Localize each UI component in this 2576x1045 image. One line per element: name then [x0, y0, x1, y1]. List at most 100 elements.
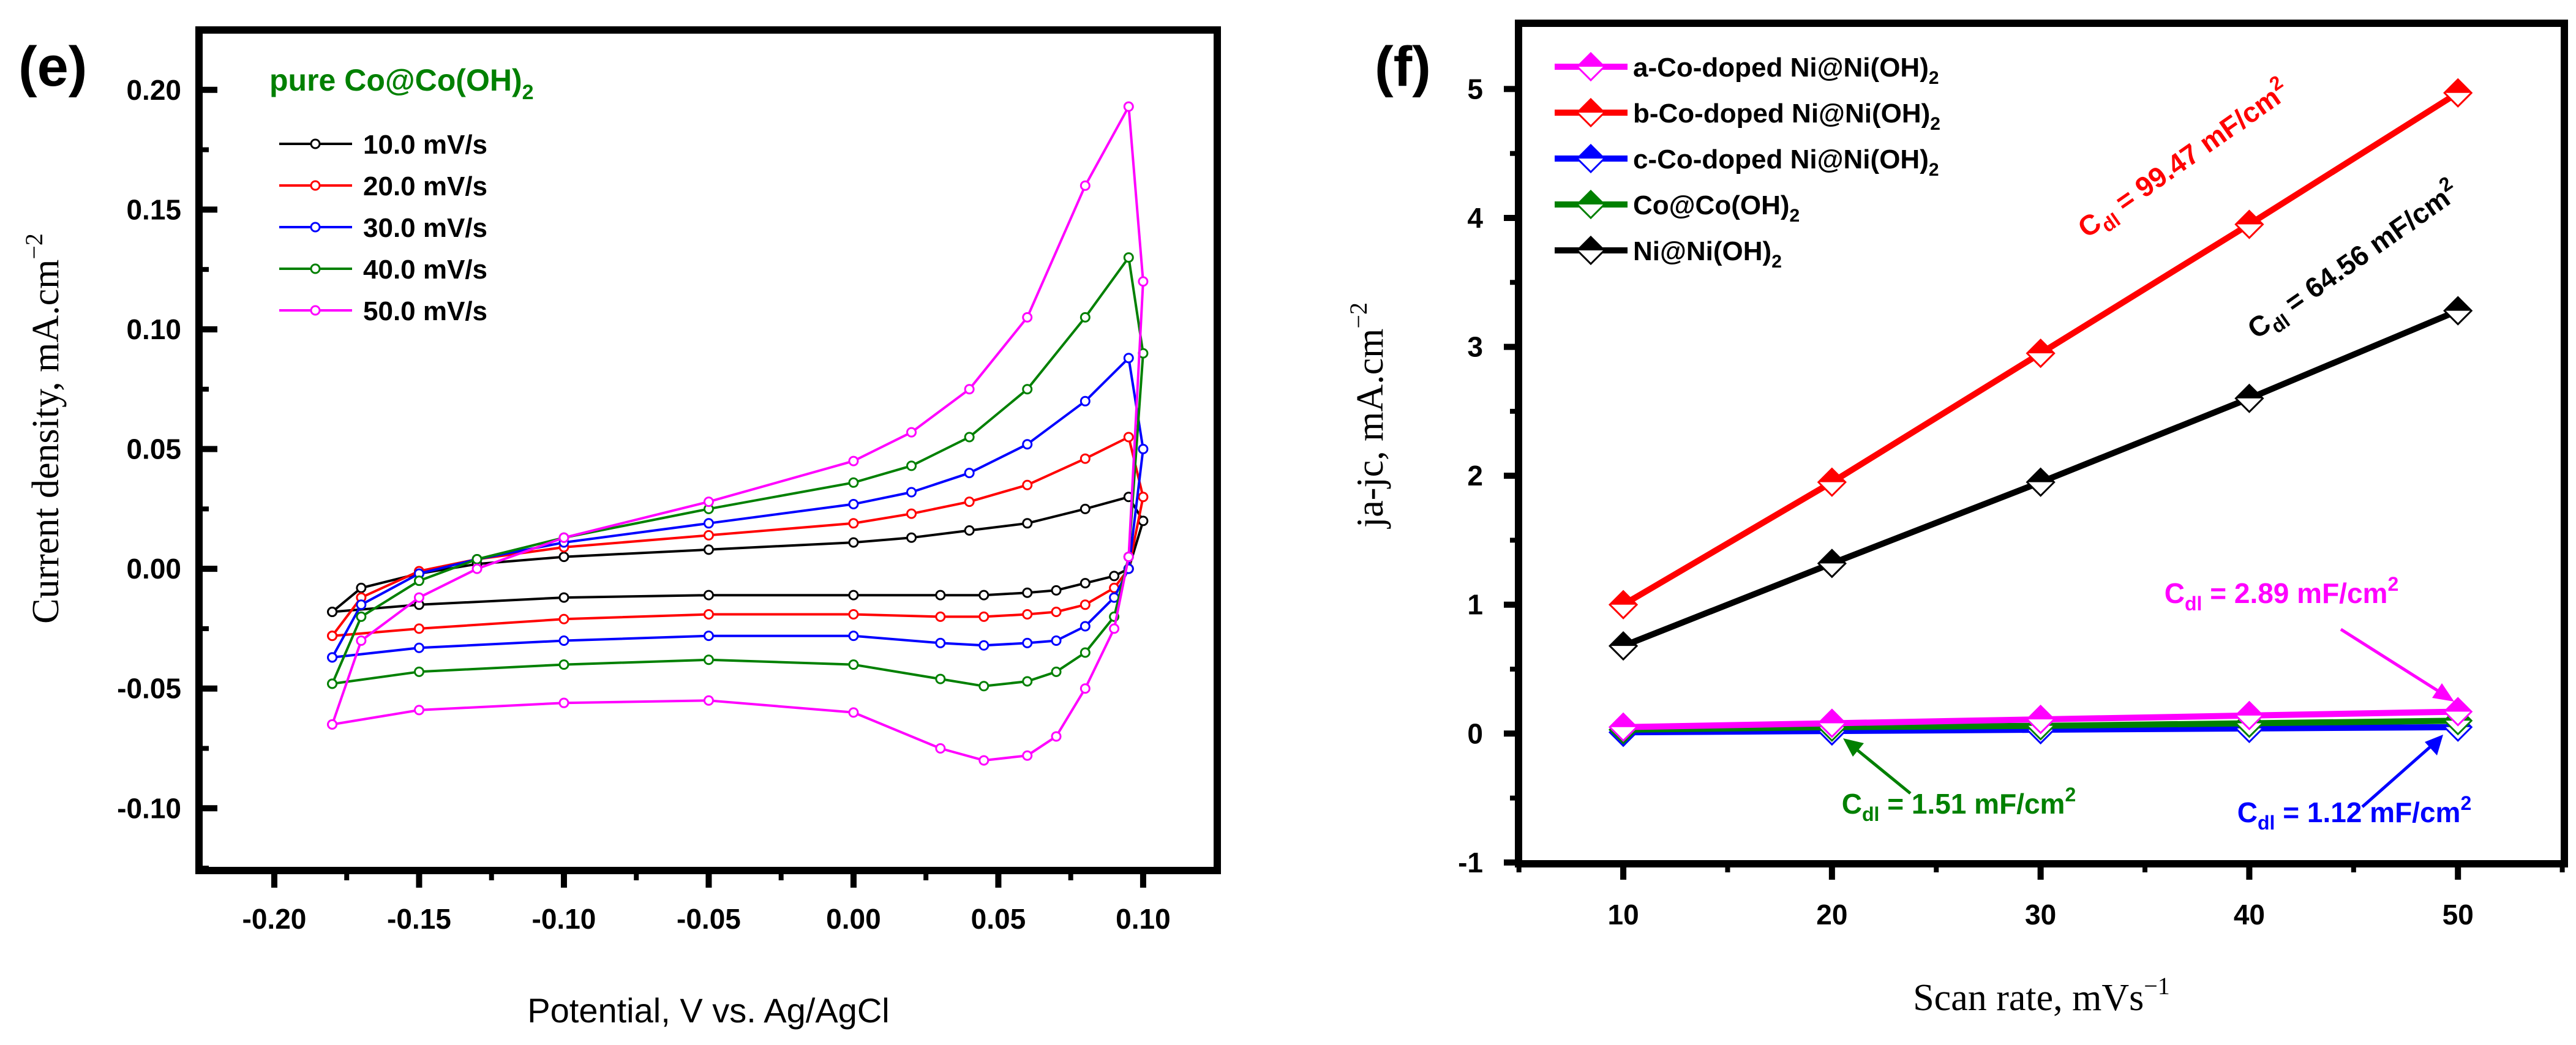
data-point [1022, 479, 1033, 490]
legend: a-Co-doped Ni@Ni(OH)2b-Co-doped Ni@Ni(OH… [1555, 51, 1940, 272]
axis-ticks: -1 0 1 2 3 4 5 10 20 30 40 50 [1458, 73, 2565, 931]
data-point [1080, 578, 1091, 589]
data-point [327, 678, 338, 689]
data-point [1022, 439, 1033, 450]
cdl-value: = 99.47 mF/cm [2103, 81, 2286, 222]
data-point [1022, 750, 1033, 761]
data-point [558, 592, 569, 603]
arrowhead-green [1843, 738, 1864, 757]
data-point [935, 637, 946, 648]
y-axis-label: Current density, mA.cm−2 [20, 233, 67, 624]
data-point-fill [1610, 591, 1637, 605]
cdl-annotation: Cdl = 99.47 mF/cm2 [2070, 71, 2298, 249]
data-point [1051, 731, 1062, 742]
data-point [703, 518, 714, 529]
data-point [413, 705, 424, 716]
series-line [331, 436, 1144, 637]
cdl-subscript: dl [2185, 593, 2202, 615]
x-axis-label: Scan rate, mVs−1 [1913, 972, 2170, 1019]
y-tick-label: 0.15 [126, 193, 181, 225]
cdl-superscript: 2 [2387, 573, 2398, 595]
data-point-fill [1610, 713, 1637, 727]
legend-marker-fill [1577, 53, 1604, 67]
data-point [558, 697, 569, 708]
data-point [703, 695, 714, 706]
y-tick-label: 0.20 [126, 74, 181, 106]
data-point [1080, 453, 1091, 464]
y-axis-label-sup: −2 [1345, 302, 1372, 329]
legend-label: 40.0 mV/s [363, 255, 487, 285]
data-point [964, 525, 975, 536]
data-point [935, 611, 946, 622]
legend-label: 50.0 mV/s [363, 296, 487, 326]
data-point [1022, 609, 1033, 620]
data-point-fill [2027, 468, 2054, 482]
x-axis-label-sup: −1 [2144, 972, 2170, 1000]
legend-item: 10.0 mV/s [279, 130, 487, 160]
cdl-value: = 2.89 mF/cm [2202, 577, 2387, 609]
data-point [703, 590, 714, 601]
series-4 [327, 252, 1149, 692]
panel-label-f: (f) [1375, 36, 1431, 98]
data-point [413, 575, 424, 586]
data-point [848, 518, 859, 529]
data-point [1138, 492, 1149, 503]
x-tick-label: -0.20 [242, 903, 307, 935]
legend-title-sub: 2 [522, 81, 534, 104]
data-point [1080, 503, 1091, 514]
data-point [1123, 432, 1134, 443]
x-tick-label: 0.10 [1116, 903, 1171, 935]
legend-marker [310, 138, 321, 149]
y-tick-label: -0.05 [117, 673, 181, 705]
data-point [978, 611, 989, 622]
data-point [1080, 312, 1091, 323]
data-point [1080, 683, 1091, 694]
data-point [703, 654, 714, 665]
legend-label: 20.0 mV/s [363, 171, 487, 201]
data-point [327, 607, 338, 618]
data-point [558, 635, 569, 646]
plot-frame [195, 26, 1221, 874]
series-1 [327, 492, 1149, 618]
data-point [848, 455, 859, 466]
x-tick-label: 40 [2234, 899, 2265, 931]
cdl-value: = 64.56 mF/cm [2272, 182, 2455, 323]
data-point [703, 496, 714, 508]
data-point [848, 537, 859, 548]
data-point [327, 631, 338, 642]
data-point [1109, 623, 1120, 634]
legend-marker-fill [1577, 145, 1604, 159]
legend-label: Co@Co(OH)2 [1633, 190, 1800, 226]
arrow-blue [2361, 741, 2437, 808]
cdl-subscript: dl [1862, 803, 1879, 825]
data-point [413, 642, 424, 653]
data-point-fill [1818, 550, 1846, 564]
data-point-fill [2444, 698, 2472, 712]
data-point [1123, 252, 1134, 263]
data-point [703, 544, 714, 555]
data-point [906, 427, 917, 438]
legend-label: 30.0 mV/s [363, 213, 487, 243]
data-point [703, 631, 714, 642]
arrowhead-blue [2425, 735, 2443, 755]
data-point [1080, 621, 1091, 632]
data-point [327, 719, 338, 730]
data-point [413, 623, 424, 634]
y-tick-label: 5 [1467, 73, 1483, 105]
data-point [1080, 599, 1091, 610]
data-point [848, 707, 859, 718]
data-point [935, 590, 946, 601]
data-point [356, 635, 367, 646]
y-tick-label: 0.10 [126, 313, 181, 345]
legend-marker-fill [1577, 191, 1604, 204]
y-tick-label: 2 [1467, 460, 1483, 492]
data-point [558, 532, 569, 543]
data-point [848, 477, 859, 488]
series-5 [1608, 296, 2473, 661]
legend-item: 40.0 mV/s [279, 255, 487, 285]
cdl-superscript: 2 [2065, 784, 2076, 806]
legend-label: Ni@Ni(OH)2 [1633, 236, 1782, 272]
y-tick-label: 0 [1467, 717, 1483, 749]
data-point [1109, 571, 1120, 582]
x-axis-label-text: Scan rate, mVs [1913, 977, 2144, 1019]
